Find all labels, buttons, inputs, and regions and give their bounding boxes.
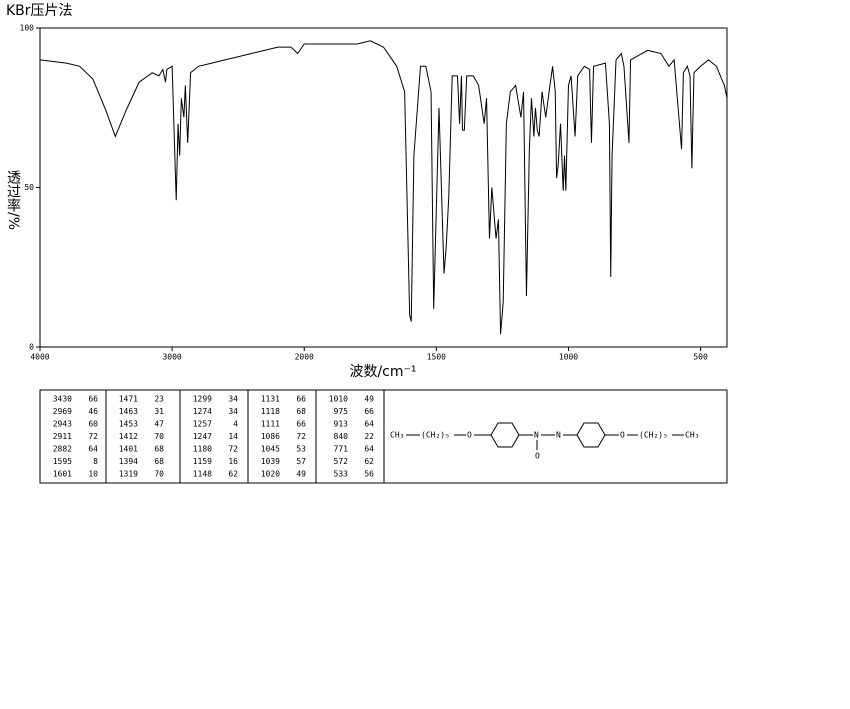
peak-wavenumber: 1247 <box>193 432 212 441</box>
peak-transmittance: 57 <box>296 457 306 466</box>
peak-transmittance: 34 <box>228 407 238 416</box>
peak-transmittance: 14 <box>228 432 238 441</box>
peak-transmittance: 66 <box>364 407 374 416</box>
structure-label: N <box>556 431 561 440</box>
peak-wavenumber: 2911 <box>53 432 72 441</box>
peak-wavenumber: 1111 <box>261 420 280 429</box>
peak-wavenumber: 1463 <box>119 407 138 416</box>
peak-transmittance: 66 <box>88 395 98 404</box>
peak-transmittance: 72 <box>296 432 306 441</box>
peak-transmittance: 62 <box>364 457 374 466</box>
peak-transmittance: 56 <box>364 470 374 479</box>
peak-transmittance: 53 <box>296 445 306 454</box>
peak-wavenumber: 2882 <box>53 445 72 454</box>
peak-transmittance: 49 <box>364 395 374 404</box>
peak-wavenumber: 1180 <box>193 445 212 454</box>
x-tick-label: 500 <box>693 353 708 362</box>
peak-transmittance: 62 <box>228 470 238 479</box>
peak-wavenumber: 1148 <box>193 470 212 479</box>
peak-wavenumber: 913 <box>334 420 349 429</box>
table-dividers <box>105 390 385 483</box>
y-axis-label: 透过率/% <box>5 170 21 230</box>
x-tick-label: 2000 <box>295 353 314 362</box>
peak-wavenumber: 840 <box>334 432 349 441</box>
x-tick-label: 1000 <box>559 353 578 362</box>
peak-transmittance: 4 <box>233 420 238 429</box>
peak-transmittance: 72 <box>88 432 98 441</box>
peak-wavenumber: 1595 <box>53 457 72 466</box>
peak-transmittance: 31 <box>154 407 164 416</box>
structure-label: N <box>534 431 539 440</box>
peak-transmittance: 64 <box>364 445 374 454</box>
x-tick-label: 3000 <box>162 353 181 362</box>
peak-wavenumber: 1412 <box>119 432 138 441</box>
peak-wavenumber: 975 <box>334 407 349 416</box>
structure-label: O <box>620 431 625 440</box>
chart-title: KBr压片法 <box>6 3 73 19</box>
peak-transmittance: 60 <box>88 420 98 429</box>
peak-wavenumber: 1453 <box>119 420 138 429</box>
peak-transmittance: 46 <box>88 407 98 416</box>
peak-transmittance: 68 <box>154 445 164 454</box>
spectrum-line <box>39 40 728 335</box>
peak-wavenumber: 533 <box>334 470 349 479</box>
structure-label: (CH₂)₅ <box>639 431 668 440</box>
peak-transmittance: 34 <box>228 395 238 404</box>
peak-transmittance: 16 <box>228 457 238 466</box>
peak-wavenumber: 1319 <box>119 470 138 479</box>
x-tick-label: 1500 <box>427 353 446 362</box>
y-tick-label: 100 <box>20 24 35 33</box>
peak-wavenumber: 1010 <box>329 395 348 404</box>
plot-frame <box>39 27 728 348</box>
peak-transmittance: 23 <box>154 395 164 404</box>
peak-wavenumber: 572 <box>334 457 349 466</box>
peak-wavenumber: 2943 <box>53 420 72 429</box>
peak-transmittance: 70 <box>154 470 164 479</box>
peak-wavenumber: 2969 <box>53 407 72 416</box>
peak-wavenumber: 1274 <box>193 407 212 416</box>
peak-transmittance: 64 <box>364 420 374 429</box>
peak-transmittance: 8 <box>93 457 98 466</box>
structure: CH₃ (CH₂)₅ O N O N O (CH₂)₅ CH₃ <box>390 422 699 461</box>
peak-wavenumber: 1159 <box>193 457 212 466</box>
peak-wavenumber: 1394 <box>119 457 138 466</box>
structure-label: CH₃ <box>685 431 699 440</box>
structure-label: O <box>467 431 472 440</box>
peak-wavenumber: 1118 <box>261 407 280 416</box>
peak-transmittance: 68 <box>154 457 164 466</box>
y-tick-label: 50 <box>24 183 34 192</box>
peak-transmittance: 64 <box>88 445 98 454</box>
structure-label: (CH₂)₅ <box>421 431 450 440</box>
peak-wavenumber: 1039 <box>261 457 280 466</box>
peak-wavenumber: 1131 <box>261 395 280 404</box>
structure-label: CH₃ <box>390 431 404 440</box>
peak-transmittance: 72 <box>228 445 238 454</box>
peak-transmittance: 68 <box>296 407 306 416</box>
peak-wavenumber: 1086 <box>261 432 280 441</box>
peak-wavenumber: 1601 <box>53 470 72 479</box>
peak-wavenumber: 1020 <box>261 470 280 479</box>
peak-wavenumber: 1401 <box>119 445 138 454</box>
structure-label: O <box>535 452 540 461</box>
peak-wavenumber: 1045 <box>261 445 280 454</box>
peak-wavenumber: 1299 <box>193 395 212 404</box>
peak-wavenumber: 1471 <box>119 395 138 404</box>
peak-transmittance: 47 <box>154 420 164 429</box>
peak-transmittance: 10 <box>88 470 98 479</box>
peak-transmittance: 66 <box>296 395 306 404</box>
x-axis-label: 波数/cm⁻¹ <box>349 364 416 380</box>
peak-wavenumber: 771 <box>334 445 349 454</box>
peak-transmittance: 49 <box>296 470 306 479</box>
y-tick-label: 0 <box>29 343 34 352</box>
peak-wavenumber: 3430 <box>53 395 72 404</box>
x-tick-label: 4000 <box>30 353 49 362</box>
peak-wavenumber: 1257 <box>193 420 212 429</box>
peak-transmittance: 22 <box>364 432 374 441</box>
peak-transmittance: 66 <box>296 420 306 429</box>
peak-transmittance: 70 <box>154 432 164 441</box>
